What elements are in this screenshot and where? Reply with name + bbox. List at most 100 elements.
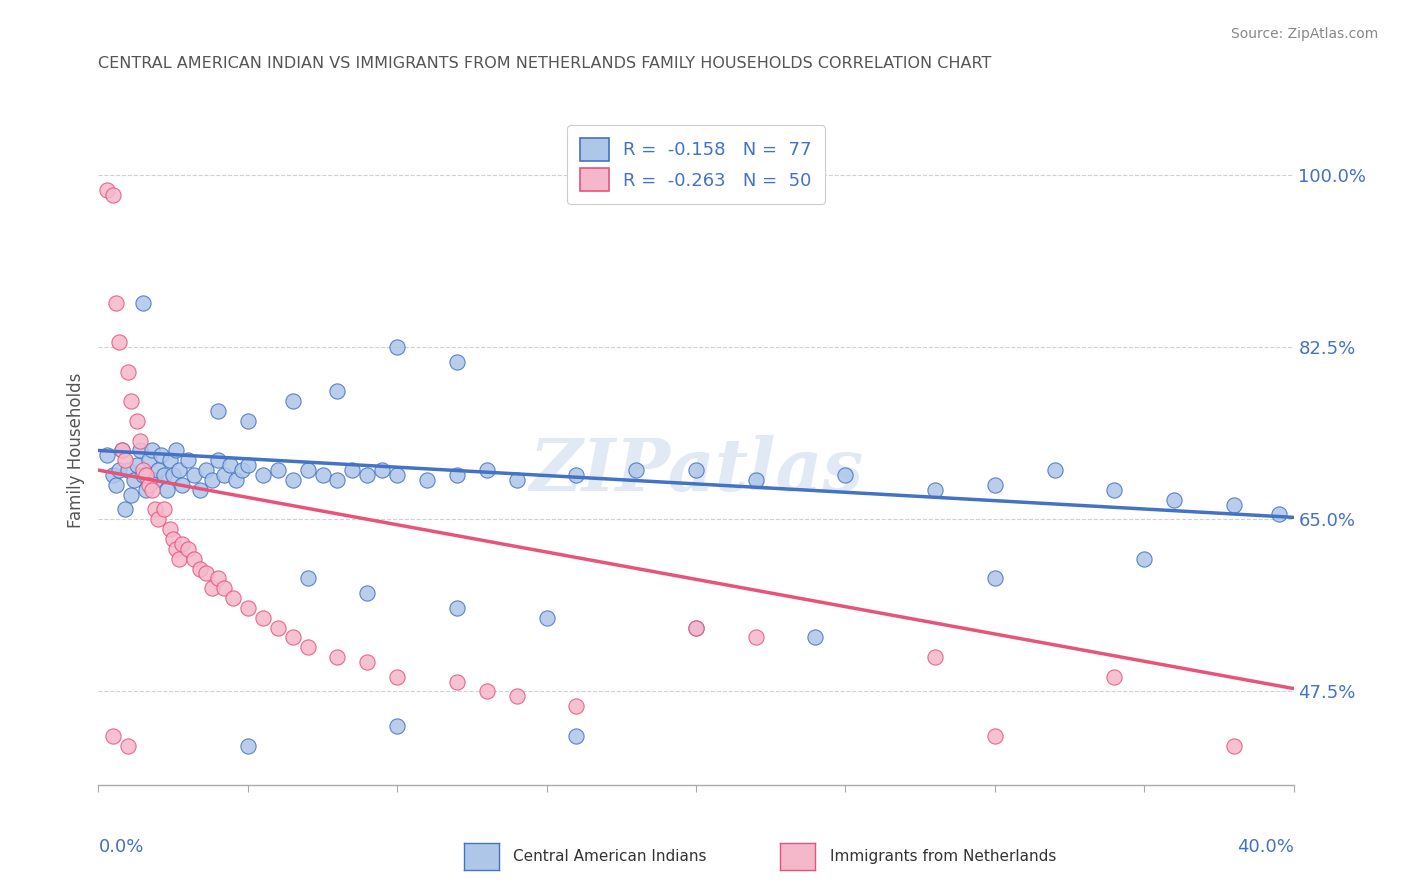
Point [236, 458, 259, 473]
Point [183, 551, 205, 566]
Point [177, 453, 200, 467]
Point [165, 541, 187, 556]
Point [141, 443, 163, 458]
Point [267, 621, 290, 635]
Point [984, 478, 1007, 492]
Point [129, 443, 152, 458]
Point [188, 561, 211, 575]
Text: ZIPatlas: ZIPatlas [529, 435, 863, 506]
Point [162, 468, 184, 483]
Point [506, 473, 529, 487]
Point [924, 483, 946, 497]
Point [129, 434, 152, 448]
Point [108, 335, 131, 350]
Point [124, 473, 146, 487]
Point [685, 621, 707, 635]
Point [984, 729, 1007, 743]
Point [103, 187, 125, 202]
Point [108, 463, 131, 477]
Point [156, 483, 179, 497]
Text: Source: ZipAtlas.com: Source: ZipAtlas.com [1230, 27, 1378, 41]
Point [219, 458, 242, 473]
Point [252, 468, 274, 483]
Point [143, 502, 166, 516]
Point [1163, 492, 1185, 507]
Point [150, 449, 173, 463]
Point [385, 340, 409, 354]
Point [212, 581, 235, 595]
Point [127, 414, 149, 428]
Point [685, 463, 707, 477]
Point [105, 478, 128, 492]
Point [446, 355, 468, 369]
Text: Central American Indians: Central American Indians [513, 849, 707, 863]
Point [834, 468, 856, 483]
Point [212, 468, 235, 483]
Point [143, 473, 166, 487]
Point [1223, 739, 1246, 753]
Point [252, 611, 274, 625]
Point [114, 453, 136, 467]
Text: Immigrants from Netherlands: Immigrants from Netherlands [830, 849, 1056, 863]
Point [167, 551, 190, 566]
Point [356, 468, 378, 483]
Point [1267, 508, 1289, 522]
Point [96, 449, 118, 463]
Point [120, 394, 142, 409]
Point [105, 296, 128, 310]
Point [207, 453, 229, 467]
Point [153, 468, 176, 483]
Point [114, 502, 136, 516]
Point [236, 414, 259, 428]
Point [342, 463, 364, 477]
Point [96, 183, 118, 197]
Point [138, 453, 160, 467]
Point [1223, 498, 1246, 512]
Point [506, 690, 529, 704]
Point [267, 463, 290, 477]
Point [172, 537, 194, 551]
Point [201, 581, 224, 595]
Point [162, 532, 184, 546]
Point [281, 394, 304, 409]
Point [475, 463, 498, 477]
Point [1043, 463, 1066, 477]
Point [183, 468, 205, 483]
Point [804, 631, 827, 645]
Point [371, 463, 394, 477]
Point [172, 478, 194, 492]
Point [141, 483, 163, 497]
Point [231, 463, 253, 477]
Point [117, 463, 139, 477]
Point [153, 502, 176, 516]
Point [103, 729, 125, 743]
Point [385, 468, 409, 483]
Point [120, 488, 142, 502]
Point [111, 443, 134, 458]
Point [103, 468, 125, 483]
Point [297, 571, 319, 585]
Point [135, 468, 157, 483]
Legend: R =  -0.158   N =  77, R =  -0.263   N =  50: R = -0.158 N = 77, R = -0.263 N = 50 [568, 125, 824, 204]
Point [222, 591, 245, 605]
Point [297, 640, 319, 655]
Point [475, 684, 498, 698]
Point [565, 699, 588, 714]
Point [311, 468, 333, 483]
Point [536, 611, 558, 625]
Point [1133, 551, 1156, 566]
Point [416, 473, 439, 487]
Point [446, 674, 468, 689]
Point [1104, 483, 1126, 497]
Point [138, 478, 160, 492]
Point [356, 655, 378, 669]
Point [207, 571, 229, 585]
Point [326, 650, 349, 665]
Point [924, 650, 946, 665]
Point [281, 473, 304, 487]
Point [446, 468, 468, 483]
Point [167, 463, 190, 477]
Point [385, 670, 409, 684]
Point [297, 463, 319, 477]
Point [207, 404, 229, 418]
